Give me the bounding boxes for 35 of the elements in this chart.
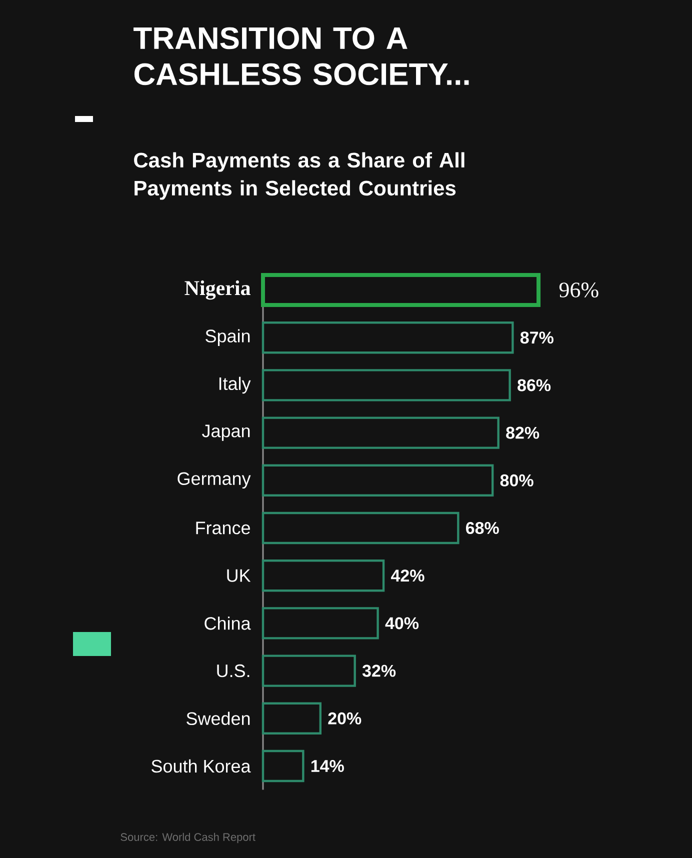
y-tick-label: China — [204, 616, 251, 630]
data-label: 14% — [311, 760, 344, 772]
bar — [262, 702, 322, 735]
data-label: 87% — [520, 332, 554, 344]
data-label: 68% — [466, 522, 499, 534]
data-label: 80% — [500, 474, 534, 486]
y-tick-label: Germany — [178, 472, 251, 489]
y-tick-label: Nigeria — [184, 280, 250, 300]
y-tick-label: UK — [227, 569, 251, 582]
data-label: 42% — [390, 570, 424, 582]
data-label: 20% — [328, 712, 362, 724]
y-tick-label: Sweden — [186, 712, 250, 726]
bar — [262, 464, 494, 497]
y-tick-label: South Korea — [152, 759, 251, 773]
bar — [262, 512, 460, 544]
y-tick-label: France — [196, 522, 250, 534]
bar — [262, 750, 304, 782]
data-label: 96% — [559, 282, 598, 298]
y-tick-label: U.S. — [217, 664, 250, 678]
bar — [262, 369, 511, 402]
bar — [262, 607, 379, 640]
data-label: 82% — [506, 426, 540, 439]
y-tick-label: Spain — [206, 329, 250, 346]
source-note: Source: World Cash Report — [120, 832, 256, 844]
bar — [262, 416, 500, 449]
data-label: 40% — [385, 617, 419, 630]
bar — [262, 322, 514, 354]
bar — [262, 654, 356, 687]
y-tick-label: Japan — [202, 424, 250, 441]
data-label: 86% — [518, 379, 551, 392]
data-label: 32% — [362, 664, 396, 677]
chart-title: TRANSITION TO A CASHLESS SOCIETY... — [134, 27, 469, 86]
y-tick-label: Italy — [219, 376, 251, 394]
chart-subtitle: Cash Payments as a Share of All Payments in Selected Countries — [134, 152, 464, 200]
bar — [262, 560, 385, 592]
